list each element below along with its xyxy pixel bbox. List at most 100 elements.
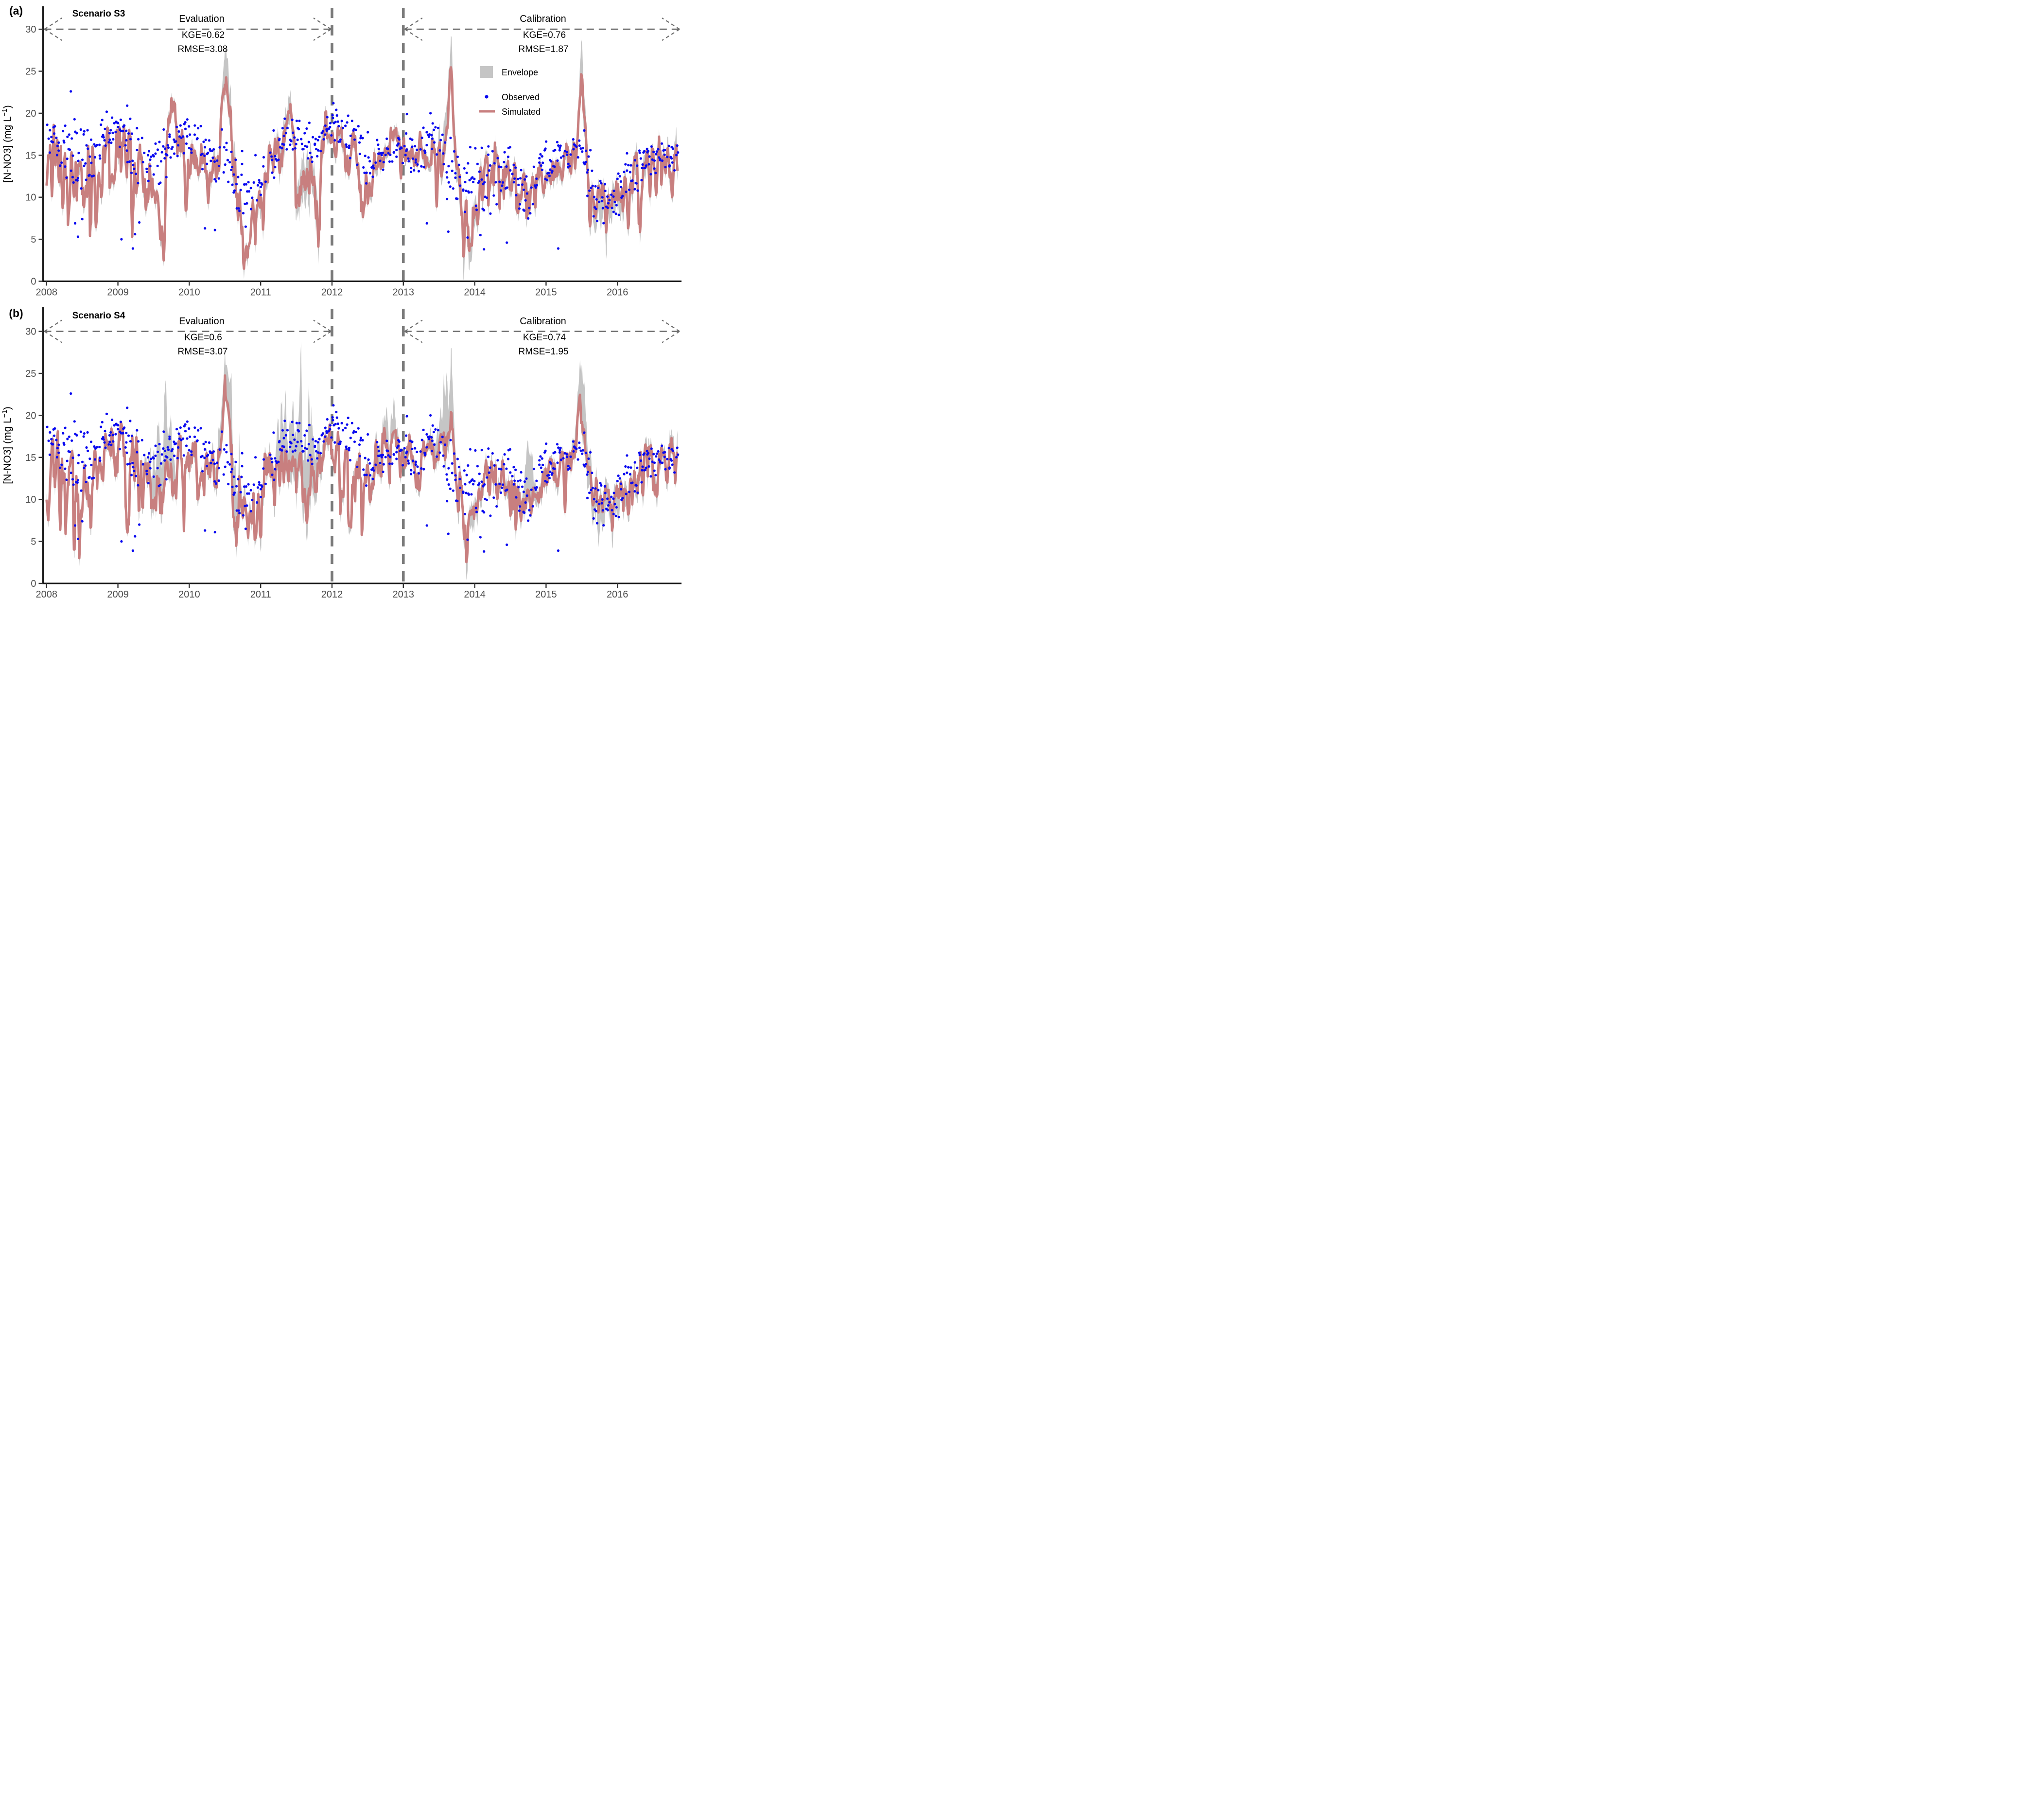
observed-point: [382, 463, 385, 466]
observed-point: [110, 141, 113, 144]
observed-point: [95, 143, 99, 146]
observed-point: [152, 475, 155, 478]
observed-point: [162, 145, 165, 148]
observed-point: [88, 155, 91, 158]
observed-point: [532, 165, 535, 168]
x-tick-label: 2014: [464, 589, 486, 600]
observed-point: [419, 450, 422, 453]
observed-point: [307, 141, 310, 143]
observed-point: [636, 164, 639, 167]
observed-point: [204, 139, 207, 141]
observed-point: [346, 423, 349, 426]
observed-point: [480, 449, 483, 452]
observed-point: [92, 174, 95, 177]
observed-point: [549, 168, 552, 171]
observed-point: [559, 146, 561, 149]
observed-point: [315, 450, 318, 453]
observed-point: [414, 463, 417, 466]
observed-point: [522, 491, 525, 493]
observed-point: [175, 140, 177, 143]
observed-point: [159, 462, 162, 465]
observed-point: [177, 446, 180, 449]
observed-point: [487, 456, 490, 458]
observed-point: [554, 451, 557, 454]
observed-point: [225, 451, 228, 454]
observed-point: [469, 146, 472, 149]
observed-point: [627, 164, 630, 167]
observed-point: [73, 118, 76, 121]
observed-point: [189, 435, 192, 438]
observed-point: [648, 155, 651, 158]
observed-point: [308, 423, 311, 426]
x-tick-label: 2010: [178, 589, 200, 600]
observed-point: [188, 449, 191, 452]
observed-point: [569, 455, 572, 458]
observed-point: [535, 479, 538, 482]
span-arrowhead: [313, 29, 332, 41]
observed-point: [377, 450, 380, 453]
observed-point: [329, 424, 332, 427]
observed-point: [347, 114, 349, 117]
observed-point: [46, 123, 49, 126]
observed-point: [403, 144, 406, 148]
observed-point: [93, 143, 96, 146]
observed-point: [465, 171, 468, 175]
observed-point: [456, 156, 459, 158]
observed-point: [274, 457, 277, 460]
observed-point: [292, 433, 295, 437]
observed-point: [55, 456, 58, 459]
observed-point: [150, 155, 153, 158]
observed-point: [567, 465, 570, 468]
observed-point: [578, 139, 581, 142]
observed-point: [126, 160, 129, 164]
observed-point: [68, 435, 70, 438]
observed-point: [509, 471, 512, 474]
observed-point: [453, 150, 456, 153]
observed-point: [300, 138, 303, 141]
observed-point: [190, 453, 193, 457]
observed-point: [227, 483, 230, 486]
observed-point: [428, 435, 431, 438]
observed-point: [471, 176, 474, 179]
observed-point: [300, 444, 303, 448]
observed-point: [145, 473, 148, 475]
observed-point: [64, 426, 67, 429]
observed-outlier-point: [70, 90, 72, 93]
observed-point: [454, 172, 457, 175]
observed-point: [638, 149, 641, 152]
observed-point: [336, 422, 339, 425]
observed-point: [545, 140, 548, 143]
observed-point: [365, 484, 368, 487]
observed-point: [389, 153, 392, 157]
observed-point: [445, 473, 448, 476]
observed-point: [68, 148, 71, 151]
observed-point: [291, 148, 295, 151]
observed-point: [409, 440, 412, 442]
observed-point: [457, 163, 460, 166]
observed-point: [619, 482, 622, 485]
observed-point: [88, 457, 91, 460]
observed-point: [329, 428, 332, 431]
observed-point: [585, 452, 588, 455]
observed-point: [73, 420, 76, 423]
observed-point: [518, 509, 521, 512]
observed-point: [357, 125, 360, 128]
observed-point: [186, 135, 189, 138]
observed-point: [152, 155, 155, 158]
observed-point: [72, 181, 75, 184]
observed-point: [611, 509, 613, 511]
observed-point: [600, 200, 603, 203]
observed-point: [512, 181, 515, 184]
observed-point: [291, 450, 295, 453]
observed-point: [178, 135, 181, 138]
observed-point: [414, 145, 417, 148]
observed-point: [397, 142, 400, 145]
observed-point: [414, 158, 418, 161]
observed-point: [585, 160, 588, 163]
observed-point: [478, 482, 481, 485]
observed-point: [85, 480, 87, 483]
observed-point: [162, 128, 165, 131]
observed-point: [410, 473, 413, 475]
observed-point: [449, 439, 452, 441]
observed-point: [425, 131, 428, 134]
